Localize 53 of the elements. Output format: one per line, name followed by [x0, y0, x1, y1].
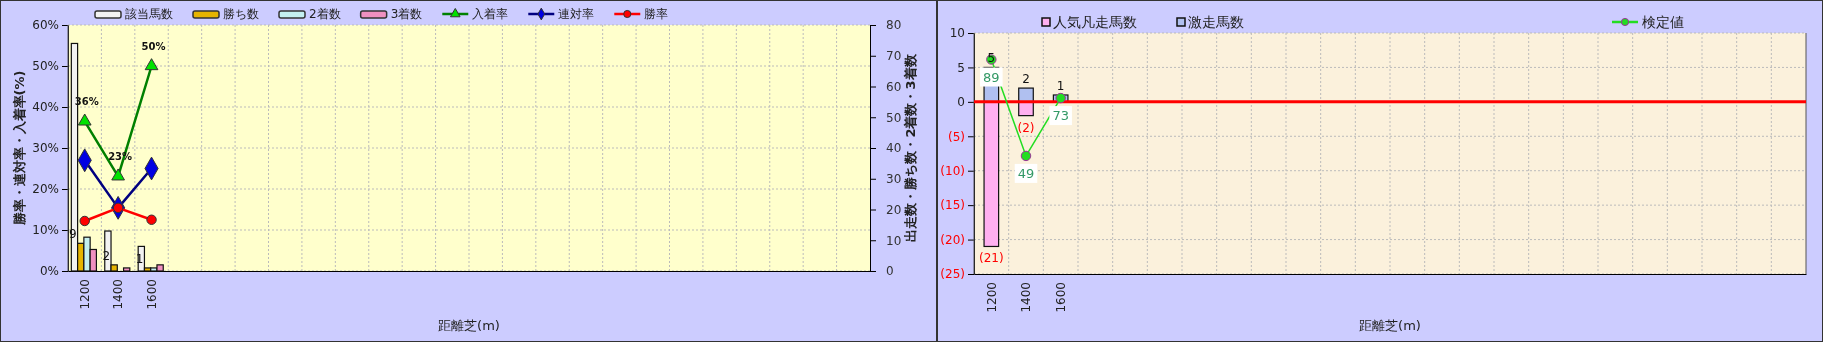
legend-label: 人気凡走馬数	[1053, 13, 1137, 30]
y-tick-label: 20%	[32, 182, 59, 197]
data-label: (2)	[1017, 120, 1035, 135]
legend-label: 該当馬数	[125, 7, 173, 22]
y-tick-label: 40%	[32, 100, 59, 115]
legend-label: 連対率	[558, 7, 595, 22]
y2-tick-label: 10	[886, 233, 902, 248]
y2-tick-label: 40	[886, 141, 902, 156]
data-label: 1	[1056, 78, 1065, 93]
y2-tick-label: 80	[886, 18, 902, 33]
x-tick-label: 1200	[984, 282, 999, 313]
y-tick-label: 10%	[32, 223, 59, 238]
legend-label: 勝ち数	[223, 7, 259, 22]
legend-label: 激走馬数	[1188, 13, 1244, 30]
y2-tick-label: 30	[886, 172, 902, 187]
legend-label: 検定値	[1642, 13, 1684, 30]
legend-label: 3着数	[390, 7, 423, 22]
x-tick-label: 1400	[1019, 282, 1034, 313]
y-tick-label: 5	[957, 60, 965, 75]
y-tick-label: 60%	[32, 18, 59, 33]
y-tick-label: (15)	[940, 198, 965, 213]
data-label: 89	[983, 69, 1000, 85]
y-axis-title: 勝率・連対率・入着率(%)	[12, 70, 27, 227]
x-tick-label: 1600	[1053, 282, 1068, 313]
data-label: 49	[1017, 165, 1035, 181]
x-axis-title: 距離芝(m)	[438, 318, 500, 333]
y2-tick-label: 0	[886, 264, 894, 279]
y-tick-label: 0%	[39, 264, 59, 279]
y-tick-label: (25)	[940, 267, 965, 282]
y-tick-label: (10)	[940, 164, 965, 179]
x-tick-label: 1600	[144, 279, 159, 310]
data-label: 5	[987, 51, 996, 66]
y-tick-label: 50%	[32, 59, 59, 74]
y2-tick-label: 70	[886, 49, 902, 64]
x-tick-label: 1200	[77, 279, 92, 310]
x-axis-title: 距離芝(m)	[1359, 318, 1421, 333]
data-label: 50%	[141, 41, 166, 52]
data-label: 73	[1052, 108, 1069, 124]
x-tick-label: 1400	[111, 279, 126, 310]
y-tick-label: 0	[957, 95, 965, 110]
legend-label: 勝率	[644, 7, 669, 22]
data-label: 2	[1022, 72, 1030, 87]
y2-tick-label: 60	[886, 79, 902, 94]
y-tick-label: 30%	[32, 141, 59, 156]
y2-tick-label: 20	[886, 202, 902, 217]
y-tick-label: 10	[949, 26, 965, 41]
legend-label: 2着数	[309, 7, 341, 22]
y2-axis-title: 出走数・勝ち数・2着数・3着数	[903, 53, 918, 242]
data-label: (21)	[979, 251, 1004, 266]
y-tick-label: (20)	[940, 232, 965, 247]
y-tick-label: (5)	[948, 129, 965, 144]
legend-label: 入着率	[472, 7, 509, 22]
y2-tick-label: 50	[886, 110, 902, 125]
